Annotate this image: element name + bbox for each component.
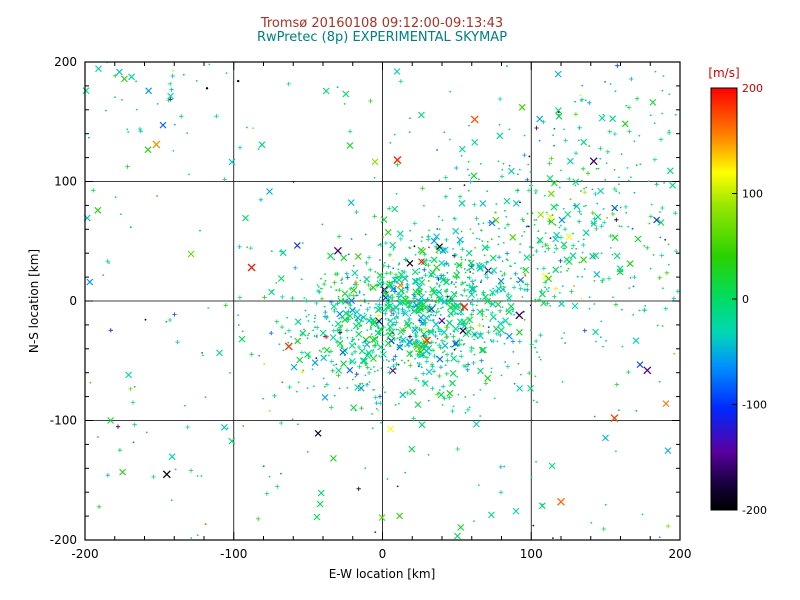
chart-title: Tromsø 20160108 09:12:00-09:13:43: [260, 16, 503, 31]
colorbar-tick-label: 0: [742, 293, 749, 306]
y-tick-label: -200: [50, 533, 77, 547]
x-axis-label: E-W location [km]: [329, 567, 436, 581]
colorbar: [710, 87, 738, 511]
grid-lines: [85, 62, 680, 540]
x-tick-label: 0: [379, 547, 387, 561]
axis-ticks: [84, 61, 681, 541]
x-tick-label: 100: [520, 547, 543, 561]
x-tick-label: -200: [71, 547, 98, 561]
y-tick-label: 100: [54, 175, 77, 189]
colorbar-tick-label: -100: [742, 399, 767, 412]
colorbar-tick-label: 100: [742, 188, 763, 201]
colorbar-units-label: [m/s]: [708, 66, 739, 80]
axis-tick-labels: -200 -100 0 100 200 -200 -100 0 100 200: [50, 55, 692, 561]
y-axis-label: N-S location [km]: [27, 249, 41, 353]
chart-subtitle: RwPretec (8p) EXPERIMENTAL SKYMAP: [257, 30, 507, 45]
colorbar-tick-label: -200: [742, 504, 767, 517]
y-tick-label: 200: [54, 55, 77, 69]
y-tick-label: -100: [50, 414, 77, 428]
y-tick-label: 0: [69, 294, 77, 308]
colorbar-tick-label: 200: [742, 82, 763, 95]
x-tick-label: -100: [220, 547, 247, 561]
scatter-points: [82, 61, 681, 540]
colorbar-tick-labels: 200 100 0 -100 -200: [732, 82, 767, 517]
x-tick-label: 200: [669, 547, 692, 561]
